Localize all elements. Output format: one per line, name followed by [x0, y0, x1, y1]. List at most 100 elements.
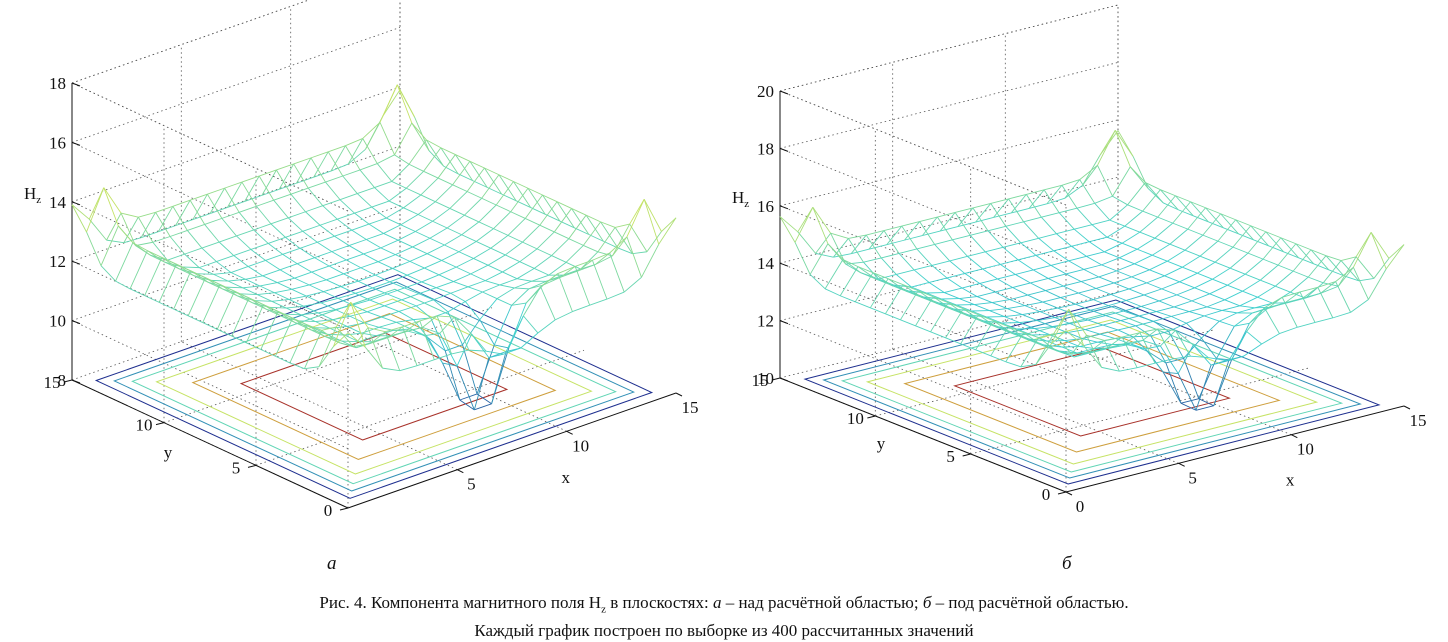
mesh-line [429, 151, 444, 166]
mesh-line [1163, 372, 1181, 403]
z-tick-label: 14 [757, 254, 775, 273]
mesh-line [272, 301, 287, 308]
mesh-line [1113, 196, 1128, 205]
mesh-line [1171, 312, 1189, 317]
mesh-line [410, 261, 425, 268]
mesh-line [1147, 283, 1162, 289]
mesh-line [452, 350, 469, 354]
mesh-line [1338, 267, 1353, 286]
mesh-line [1114, 283, 1129, 289]
mesh-line [1051, 261, 1069, 266]
mesh-line [249, 298, 266, 309]
mesh-line [1200, 256, 1215, 262]
mesh-line [1006, 362, 1021, 367]
mesh-line [1227, 274, 1245, 285]
mesh-line [989, 309, 1007, 311]
mesh-line [1233, 226, 1251, 247]
mesh-line [436, 282, 453, 288]
x-tick-label: 15 [682, 398, 699, 417]
mesh-line [369, 224, 384, 233]
mesh-line [442, 252, 459, 261]
mesh-line [1152, 244, 1170, 255]
mesh-line [191, 271, 208, 282]
mesh-line [355, 207, 372, 213]
mesh-line [885, 285, 903, 314]
mesh-line [145, 257, 162, 295]
x-tick-label: 5 [467, 475, 476, 494]
mesh-line [537, 249, 552, 256]
mesh-line [1106, 316, 1121, 321]
mesh-line [1279, 327, 1297, 333]
mesh-line [412, 123, 427, 140]
z-tick [780, 321, 788, 324]
mesh-line [514, 281, 531, 288]
mesh-line [471, 274, 486, 281]
grid-line [181, 342, 457, 470]
mesh-line [483, 292, 498, 299]
mesh-line [386, 218, 401, 225]
mesh-line [1074, 229, 1089, 242]
mesh-line [420, 321, 435, 360]
mesh-line [1191, 356, 1209, 357]
mesh-line [365, 347, 382, 368]
mesh-line [998, 274, 1016, 279]
mesh-line [406, 171, 423, 188]
mesh-line [1077, 208, 1092, 225]
mesh-line [1185, 235, 1203, 250]
y-tick [248, 465, 256, 467]
mesh-line [552, 239, 569, 256]
mesh-line [276, 170, 291, 194]
mesh-line [279, 164, 294, 189]
mesh-line [1353, 267, 1368, 299]
mesh-line [508, 235, 523, 242]
mesh-line [348, 138, 363, 164]
mesh-line [1104, 252, 1119, 258]
mesh-line [1318, 282, 1336, 288]
mesh-line [271, 224, 286, 238]
mesh-line [1251, 226, 1269, 246]
mesh-line [323, 206, 338, 220]
mesh-line [486, 351, 503, 354]
mesh-line [1247, 331, 1262, 344]
mesh-line [378, 255, 395, 262]
mesh-line [1195, 288, 1210, 294]
mesh-line [1096, 283, 1114, 289]
mesh-line [400, 366, 417, 371]
mesh-line [1170, 229, 1188, 244]
mesh-line [427, 245, 444, 254]
mesh-line [1145, 183, 1163, 203]
mesh-line [72, 205, 89, 219]
mesh-line [1333, 312, 1351, 318]
grid-line [72, 142, 348, 270]
mesh-line [1185, 250, 1200, 256]
mesh-line [355, 213, 370, 224]
mesh-line [915, 297, 933, 326]
mesh-line [1130, 167, 1145, 183]
mesh-line [1036, 255, 1051, 265]
mesh-line [1149, 261, 1167, 270]
mesh-line [303, 225, 320, 231]
mesh-line [384, 225, 401, 234]
mesh-line [256, 200, 273, 206]
mesh-line [1308, 277, 1323, 283]
z-tick-label: 10 [49, 312, 66, 331]
z-tick [780, 91, 788, 94]
mesh-line [1258, 297, 1273, 303]
mesh-line [496, 205, 511, 212]
mesh-line [485, 272, 502, 281]
mesh-line [1203, 214, 1221, 235]
mesh-line [1386, 245, 1404, 269]
mesh-line [1207, 307, 1222, 311]
mesh-line [363, 138, 378, 163]
mesh-line [1045, 286, 1063, 291]
mesh-line [825, 260, 843, 289]
x-tick [1179, 463, 1185, 466]
mesh-line [1099, 277, 1114, 283]
mesh-line [1243, 291, 1258, 297]
mesh-line [1123, 311, 1138, 316]
mesh-line [231, 273, 246, 280]
mesh-line [1201, 321, 1219, 338]
mesh-line [239, 206, 256, 212]
mesh-line [1059, 208, 1077, 213]
mesh-line [1095, 196, 1113, 203]
